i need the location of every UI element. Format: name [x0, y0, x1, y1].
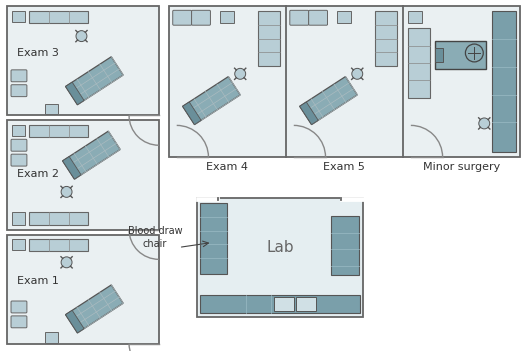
Bar: [12, 239, 25, 250]
Bar: [199, 295, 360, 313]
Bar: [12, 212, 25, 225]
Text: Exam 4: Exam 4: [206, 162, 248, 172]
Bar: [258, 11, 280, 66]
Text: Exam 3: Exam 3: [17, 48, 59, 58]
FancyBboxPatch shape: [191, 10, 210, 25]
Circle shape: [61, 257, 72, 268]
Bar: [197, 198, 363, 317]
Bar: [408, 11, 422, 23]
Polygon shape: [183, 77, 240, 125]
Bar: [296, 297, 315, 311]
FancyBboxPatch shape: [11, 139, 27, 151]
Bar: [12, 125, 25, 136]
Bar: [220, 11, 234, 23]
Bar: [45, 332, 58, 343]
Bar: [338, 11, 351, 23]
FancyBboxPatch shape: [11, 70, 27, 82]
Polygon shape: [63, 157, 81, 179]
Bar: [7, 234, 159, 344]
Polygon shape: [299, 77, 357, 125]
Bar: [331, 216, 359, 275]
Bar: [7, 120, 159, 230]
Bar: [492, 11, 516, 152]
Bar: [7, 6, 159, 115]
Bar: [192, 11, 209, 24]
Bar: [435, 41, 486, 69]
Bar: [169, 6, 520, 157]
Bar: [291, 11, 307, 24]
Circle shape: [352, 68, 363, 79]
Bar: [29, 125, 89, 137]
Text: Exam 1: Exam 1: [17, 276, 59, 286]
FancyBboxPatch shape: [11, 85, 27, 97]
Bar: [199, 203, 227, 274]
FancyBboxPatch shape: [173, 10, 191, 25]
FancyBboxPatch shape: [11, 154, 27, 166]
Polygon shape: [66, 57, 123, 105]
Polygon shape: [66, 285, 123, 333]
Bar: [29, 239, 89, 251]
Text: Exam 5: Exam 5: [323, 162, 365, 172]
Bar: [435, 48, 443, 62]
Text: Blood draw
chair: Blood draw chair: [128, 226, 182, 250]
Circle shape: [61, 187, 72, 197]
Polygon shape: [183, 102, 201, 125]
FancyBboxPatch shape: [11, 316, 27, 328]
Polygon shape: [66, 310, 84, 333]
Text: Lab: Lab: [266, 240, 294, 255]
FancyBboxPatch shape: [308, 10, 328, 25]
FancyBboxPatch shape: [11, 301, 27, 313]
Bar: [274, 297, 294, 311]
Circle shape: [235, 68, 245, 79]
Bar: [29, 11, 89, 23]
Bar: [341, 198, 363, 200]
Bar: [174, 11, 191, 24]
Bar: [408, 28, 430, 98]
Polygon shape: [66, 82, 84, 105]
Bar: [375, 11, 397, 66]
Polygon shape: [63, 131, 120, 179]
Bar: [12, 11, 25, 22]
Bar: [197, 198, 218, 200]
FancyBboxPatch shape: [290, 10, 308, 25]
Circle shape: [479, 118, 490, 129]
Polygon shape: [299, 102, 318, 125]
Bar: [29, 212, 89, 225]
Bar: [310, 11, 326, 24]
Text: Minor surgery: Minor surgery: [423, 162, 500, 172]
Bar: [169, 6, 520, 157]
Circle shape: [76, 31, 87, 42]
Bar: [45, 103, 58, 114]
Text: Exam 2: Exam 2: [17, 169, 59, 179]
